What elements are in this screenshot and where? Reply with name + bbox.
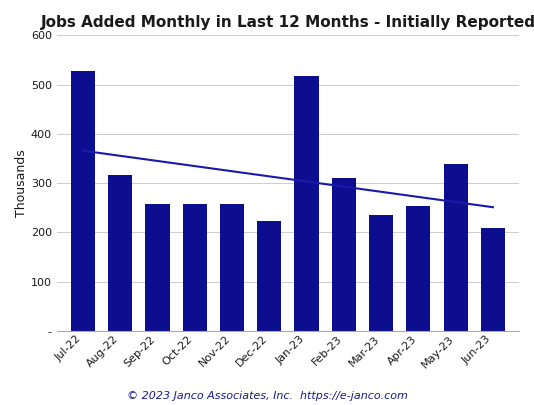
Bar: [183, 204, 207, 331]
Bar: [406, 206, 430, 331]
Bar: [220, 204, 244, 331]
Title: Jobs Added Monthly in Last 12 Months - Initially Reported: Jobs Added Monthly in Last 12 Months - I…: [41, 15, 534, 30]
Text: © 2023 Janco Associates, Inc.  https://e-janco.com: © 2023 Janco Associates, Inc. https://e-…: [127, 391, 407, 401]
Bar: [444, 164, 468, 331]
Bar: [294, 76, 319, 331]
Bar: [332, 178, 356, 331]
Bar: [70, 71, 95, 331]
Bar: [108, 175, 132, 331]
Bar: [257, 221, 281, 331]
Bar: [369, 215, 393, 331]
Y-axis label: Thousands: Thousands: [15, 149, 28, 217]
Bar: [145, 204, 169, 331]
Bar: [481, 228, 505, 331]
